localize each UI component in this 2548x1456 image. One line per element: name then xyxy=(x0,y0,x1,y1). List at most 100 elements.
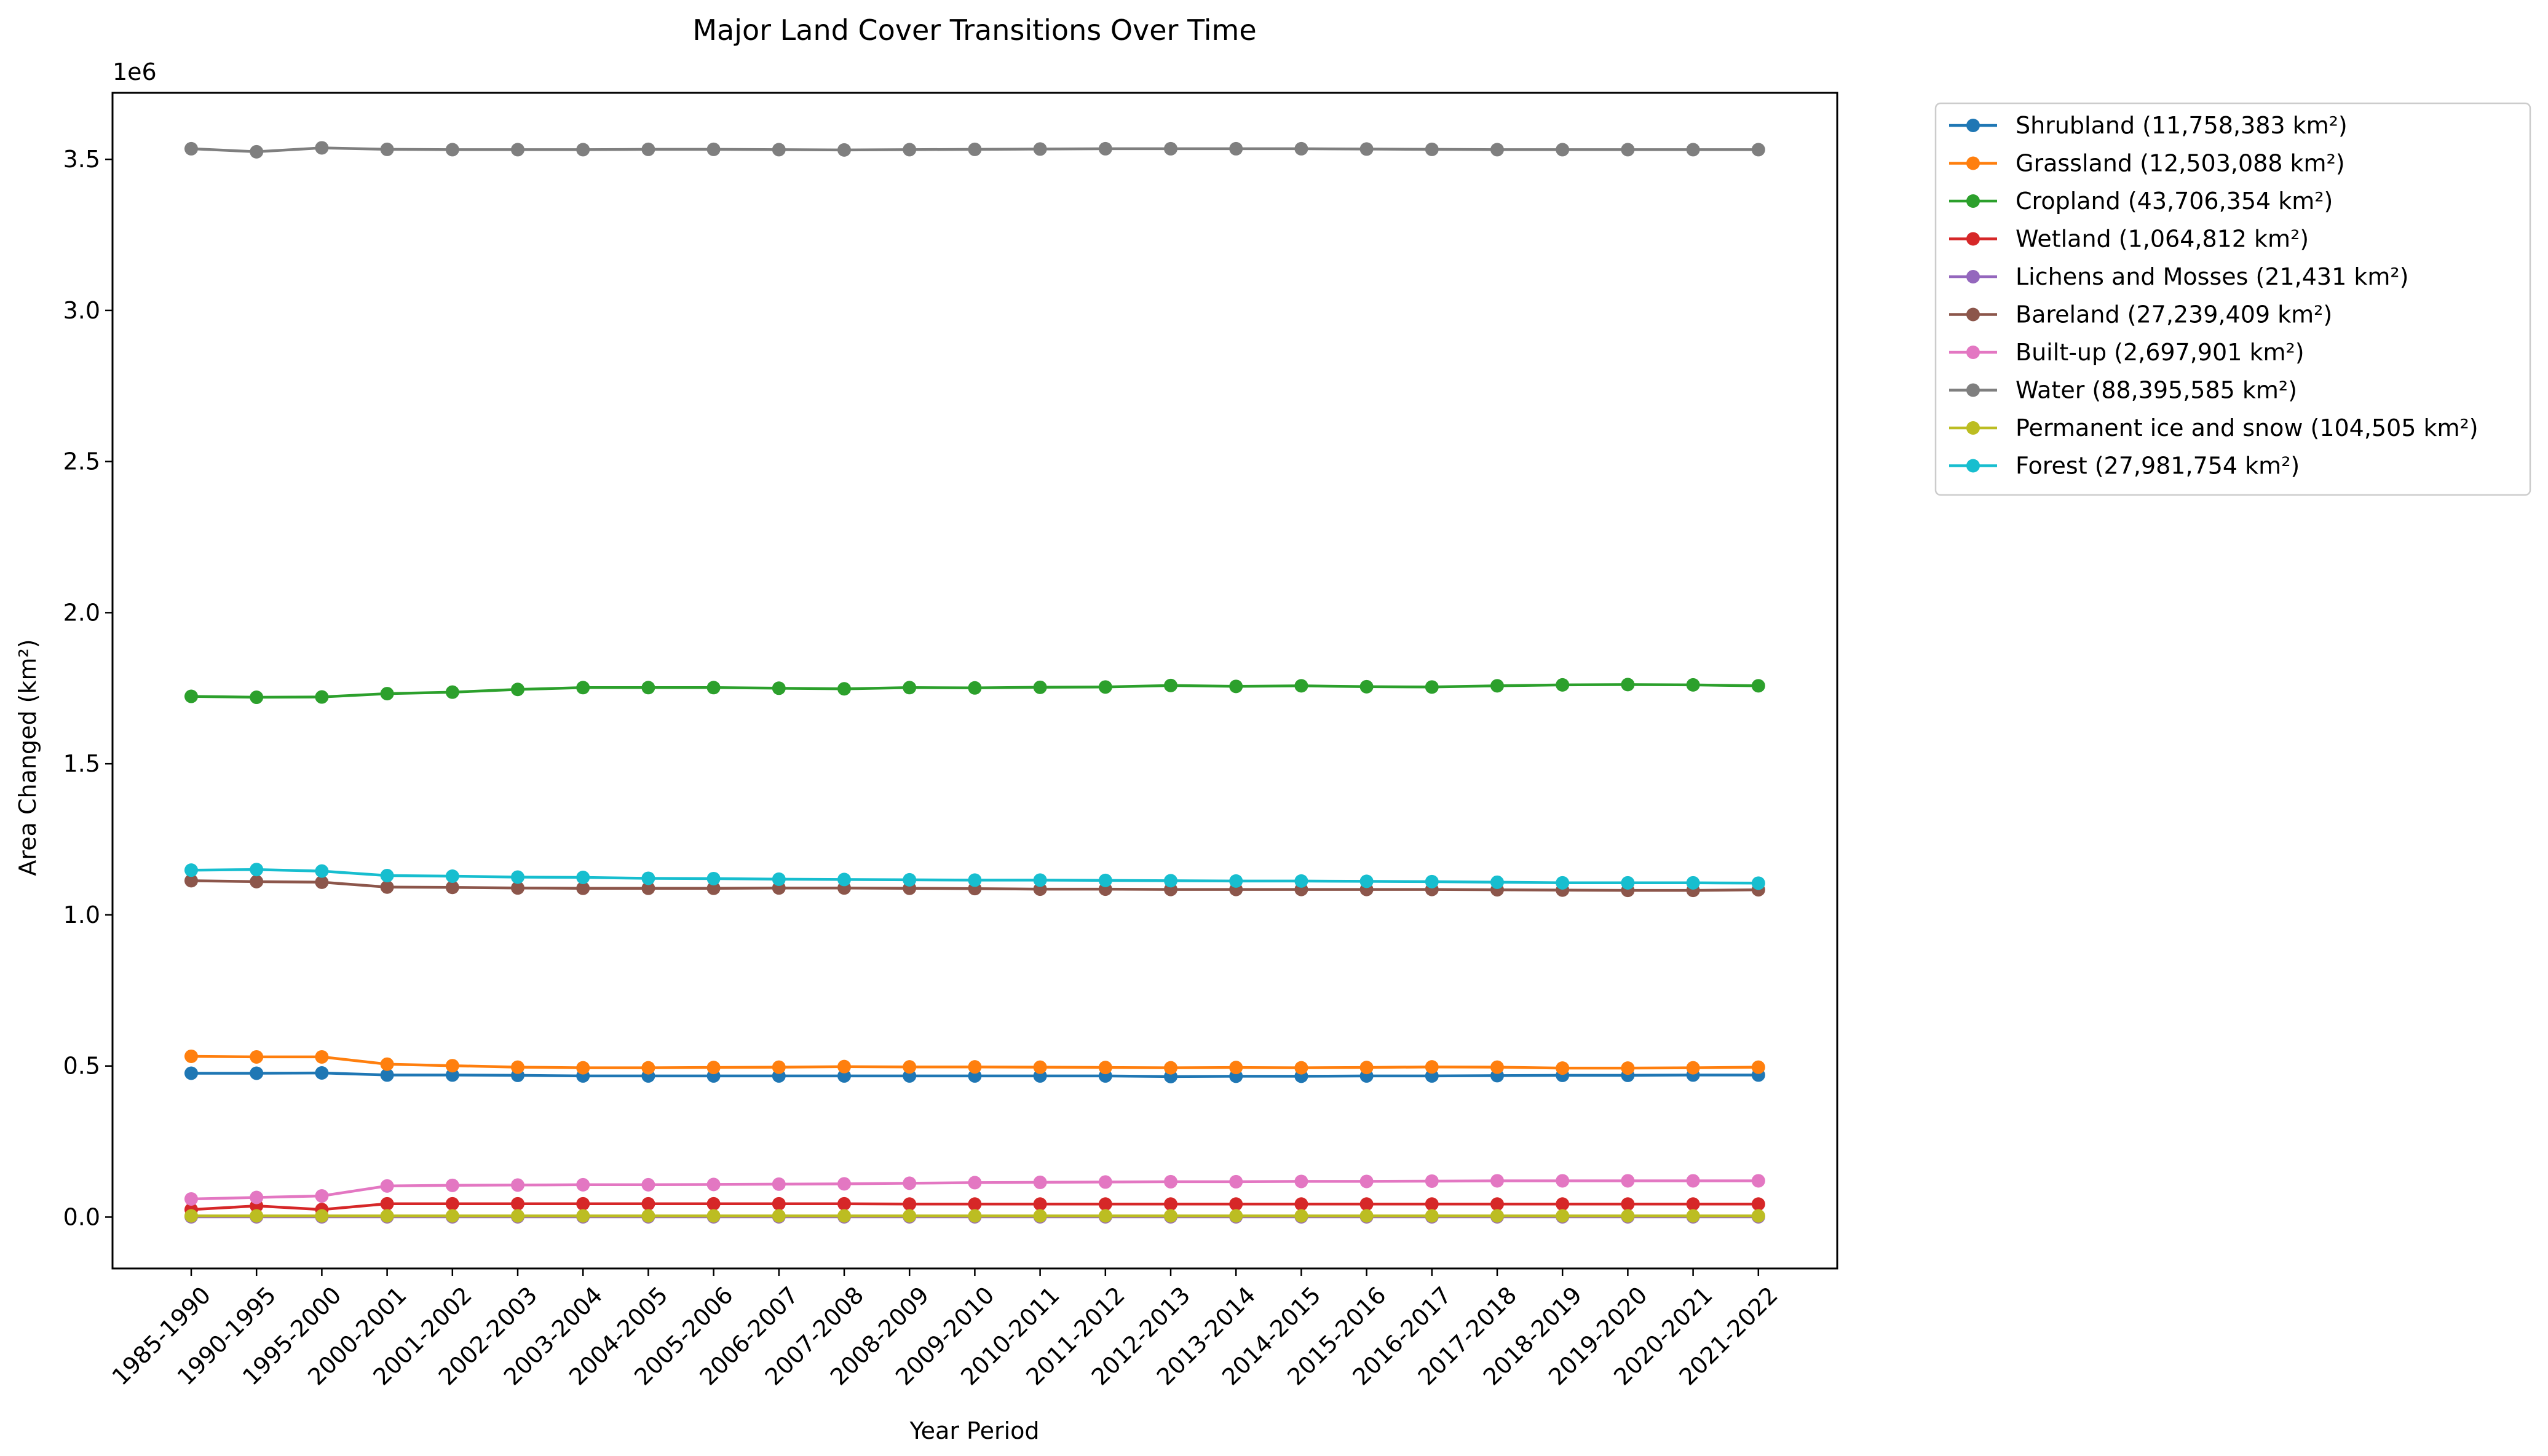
legend: Shrubland (11,758,383 km²) Grassland (12,… xyxy=(1934,102,2531,496)
legend-marker xyxy=(1966,383,1980,397)
data-point xyxy=(250,1050,264,1064)
y-tick-label: 2.5 xyxy=(63,448,100,475)
data-point xyxy=(1164,678,1177,692)
data-point xyxy=(1098,1061,1112,1075)
data-point xyxy=(380,142,394,156)
data-point xyxy=(903,872,917,887)
data-point xyxy=(1556,678,1570,692)
data-point xyxy=(706,681,721,695)
data-point xyxy=(315,1050,329,1064)
data-point xyxy=(380,1179,394,1193)
legend-marker xyxy=(1966,421,1980,435)
data-point xyxy=(1686,1209,1700,1223)
data-point xyxy=(1098,873,1112,887)
data-point xyxy=(1294,874,1308,888)
data-point xyxy=(250,690,264,705)
data-point xyxy=(1490,1060,1504,1074)
data-point xyxy=(641,681,655,695)
legend-label: Permanent ice and snow (104,505 km²) xyxy=(2016,414,2479,441)
data-point xyxy=(250,1209,264,1223)
data-point xyxy=(837,1069,851,1083)
data-point xyxy=(1294,1061,1308,1075)
legend-marker xyxy=(1966,194,1980,208)
data-point xyxy=(903,1209,917,1223)
legend-label: Wetland (1,064,812 km²) xyxy=(2016,226,2309,253)
data-point xyxy=(903,1176,917,1190)
data-point xyxy=(1359,1061,1374,1075)
data-point xyxy=(1229,1061,1243,1075)
data-point xyxy=(184,874,198,888)
data-point xyxy=(1294,1174,1308,1189)
data-point xyxy=(772,1177,786,1191)
legend-marker xyxy=(1966,156,1980,170)
data-point xyxy=(968,1176,982,1190)
data-point xyxy=(903,143,917,157)
data-point xyxy=(511,1060,524,1074)
data-point xyxy=(1164,1209,1177,1223)
data-point xyxy=(837,1177,851,1191)
data-point xyxy=(1621,1197,1635,1211)
data-point xyxy=(1490,679,1504,693)
data-point xyxy=(576,870,590,884)
y-tick-label: 0.5 xyxy=(63,1053,100,1080)
data-point xyxy=(1359,1209,1374,1223)
data-point xyxy=(1490,1174,1504,1188)
data-point xyxy=(1033,1209,1047,1223)
data-point xyxy=(641,871,655,885)
data-point xyxy=(1359,142,1374,156)
data-point xyxy=(1098,141,1112,156)
data-point xyxy=(511,143,524,157)
data-point xyxy=(706,142,721,156)
legend-label: Water (88,395,585 km²) xyxy=(2016,377,2297,404)
data-point xyxy=(576,881,590,895)
legend-marker xyxy=(1966,307,1980,322)
data-point xyxy=(184,1049,198,1063)
y-offset-label: 1e6 xyxy=(113,58,157,85)
data-point xyxy=(1098,1209,1112,1223)
data-point xyxy=(511,1178,524,1192)
data-point xyxy=(1229,1174,1243,1189)
legend-label: Forest (27,981,754 km²) xyxy=(2016,453,2300,480)
data-point xyxy=(445,1068,459,1082)
data-point xyxy=(315,690,329,704)
data-point xyxy=(1425,1197,1439,1211)
legend-label: Cropland (43,706,354 km²) xyxy=(2016,188,2333,215)
data-point xyxy=(576,1197,590,1211)
data-point xyxy=(968,681,982,695)
data-point xyxy=(1164,1174,1177,1189)
y-tick-label: 1.5 xyxy=(63,750,100,777)
data-point xyxy=(445,869,459,884)
data-point xyxy=(1294,141,1308,156)
data-point xyxy=(1751,1060,1765,1074)
y-tick-label: 3.5 xyxy=(63,146,100,173)
data-point xyxy=(250,144,264,159)
x-axis-label: Year Period xyxy=(909,1417,1039,1444)
data-point xyxy=(641,1197,655,1211)
data-point xyxy=(380,1068,394,1082)
data-point xyxy=(445,685,459,699)
data-point xyxy=(576,1209,590,1223)
y-tick-label: 3.0 xyxy=(63,297,100,324)
data-point xyxy=(1686,1174,1700,1188)
chart-title: Major Land Cover Transitions Over Time xyxy=(692,14,1256,47)
data-point xyxy=(903,1197,917,1211)
data-point xyxy=(706,1177,721,1192)
legend-label: Lichens and Mosses (21,431 km²) xyxy=(2016,263,2408,290)
data-point xyxy=(1164,141,1177,156)
data-point xyxy=(445,143,459,157)
data-point xyxy=(1425,1060,1439,1074)
legend-marker xyxy=(1966,232,1980,246)
data-point xyxy=(706,871,721,885)
y-tick-label: 2.0 xyxy=(63,599,100,626)
data-point xyxy=(1686,678,1700,692)
y-tick-label: 1.0 xyxy=(63,901,100,928)
data-point xyxy=(772,1197,786,1211)
data-point xyxy=(380,1209,394,1223)
data-point xyxy=(1686,1197,1700,1211)
data-point xyxy=(1556,1174,1570,1188)
data-point xyxy=(511,682,524,697)
data-point xyxy=(1294,679,1308,693)
data-point xyxy=(1490,1209,1504,1223)
data-point xyxy=(315,864,329,878)
data-point xyxy=(576,143,590,157)
